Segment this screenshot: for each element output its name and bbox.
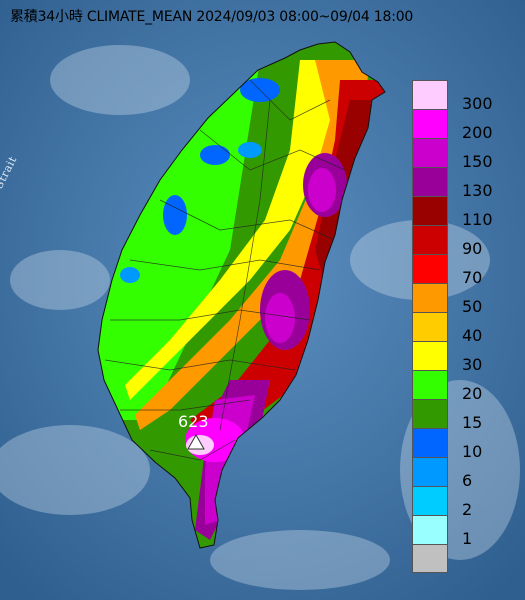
legend-swatch xyxy=(412,80,448,109)
legend-label: 130 xyxy=(462,181,493,200)
legend-label: 40 xyxy=(462,326,483,345)
legend-swatch xyxy=(412,486,448,515)
legend-swatch xyxy=(412,196,448,225)
legend-label: 1 xyxy=(462,529,473,548)
legend-label: 10 xyxy=(462,442,483,461)
legend-swatch xyxy=(412,138,448,167)
legend-swatch xyxy=(412,109,448,138)
legend-swatch xyxy=(412,428,448,457)
legend-label: 50 xyxy=(462,297,483,316)
max-location-triangle-icon xyxy=(187,434,205,450)
legend-swatch xyxy=(412,167,448,196)
legend-label: 300 xyxy=(462,94,493,113)
legend-label: 150 xyxy=(462,152,493,171)
legend-swatch xyxy=(412,254,448,283)
max-value-label: 623 xyxy=(178,412,209,431)
legend-swatch xyxy=(412,312,448,341)
legend-label: 110 xyxy=(462,210,493,229)
satellite-clouds xyxy=(0,45,520,590)
legend-swatch xyxy=(412,225,448,254)
legend-label: 70 xyxy=(462,268,483,287)
legend-label: 2 xyxy=(462,500,473,519)
legend-swatch xyxy=(412,341,448,370)
map-title: 累積34小時 CLIMATE_MEAN 2024/09/03 08:00~09/… xyxy=(10,9,414,25)
legend-label: 90 xyxy=(462,239,483,258)
legend-label: 20 xyxy=(462,384,483,403)
legend-label: 6 xyxy=(462,471,473,490)
legend-swatch xyxy=(412,283,448,312)
legend-label: 30 xyxy=(462,355,483,374)
legend-label: 200 xyxy=(462,123,493,142)
legend-swatch xyxy=(412,399,448,428)
legend-swatch xyxy=(412,544,448,573)
legend-swatch xyxy=(412,370,448,399)
legend-label: 15 xyxy=(462,413,483,432)
taiwan-coastline xyxy=(97,41,386,549)
legend-colorbar xyxy=(412,80,450,573)
legend-swatch xyxy=(412,515,448,544)
legend-swatch xyxy=(412,457,448,486)
